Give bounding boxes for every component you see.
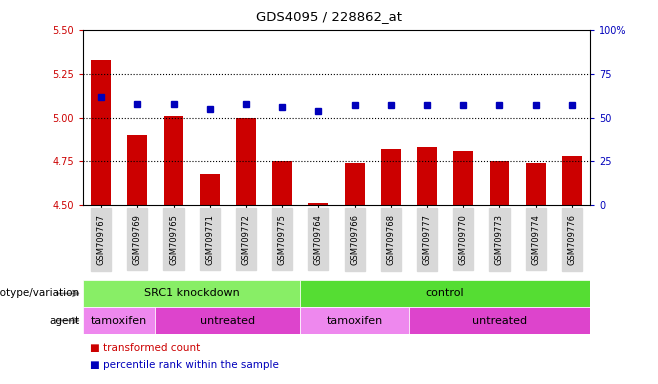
Bar (300, 307, 409, 334)
Text: ■ percentile rank within the sample: ■ percentile rank within the sample (89, 361, 278, 371)
Text: SRC1 knockdown: SRC1 knockdown (143, 288, 240, 298)
Bar (381, 149, 401, 205)
Bar (417, 147, 437, 205)
Bar (309, 203, 328, 205)
Text: agent: agent (49, 316, 80, 326)
Bar (272, 161, 292, 205)
Bar (300, 280, 590, 307)
Bar (155, 307, 300, 334)
Bar (453, 151, 473, 205)
Bar (409, 307, 590, 334)
Text: ■ transformed count: ■ transformed count (89, 343, 200, 353)
Text: genotype/variation: genotype/variation (0, 288, 80, 298)
Bar (91, 60, 111, 205)
Text: tamoxifen: tamoxifen (91, 316, 147, 326)
Text: control: control (426, 288, 465, 298)
Bar (83, 307, 155, 334)
Bar (562, 156, 582, 205)
Bar (164, 116, 184, 205)
Bar (490, 161, 509, 205)
Text: tamoxifen: tamoxifen (326, 316, 383, 326)
Bar (128, 135, 147, 205)
Text: untreated: untreated (472, 316, 527, 326)
Text: untreated: untreated (200, 316, 255, 326)
Bar (526, 163, 545, 205)
Bar (200, 174, 220, 205)
Text: GDS4095 / 228862_at: GDS4095 / 228862_at (256, 10, 402, 23)
Bar (236, 118, 256, 205)
Bar (345, 163, 365, 205)
Bar (83, 280, 300, 307)
